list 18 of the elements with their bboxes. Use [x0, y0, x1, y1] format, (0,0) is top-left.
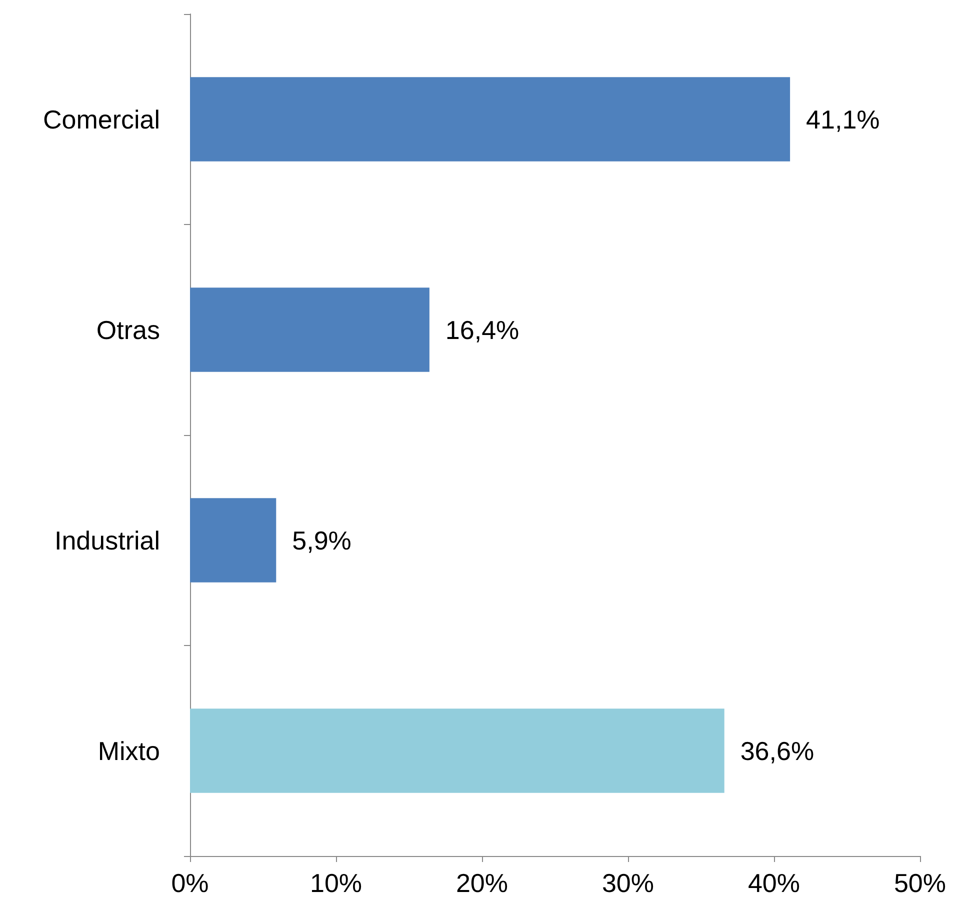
x-tick-label: 30% [602, 868, 654, 898]
data-label: 41,1% [806, 104, 880, 134]
x-tick-label: 10% [310, 868, 362, 898]
bar [190, 288, 430, 372]
x-tick-label: 40% [748, 868, 800, 898]
y-tick-label: Otras [96, 314, 160, 345]
y-tick-label: Comercial [42, 104, 160, 134]
x-tick-label: 50% [894, 868, 946, 898]
bar [190, 498, 276, 582]
x-tick-label: 0% [171, 868, 209, 898]
x-tick-label: 20% [456, 868, 508, 898]
y-tick-label: Industrial [54, 525, 160, 556]
bar [190, 708, 724, 793]
bar [190, 77, 790, 162]
data-label: 5,9% [292, 525, 352, 556]
y-tick-label: Mixto [98, 736, 160, 766]
data-label: 36,6% [740, 736, 814, 766]
data-label: 16,4% [445, 314, 520, 345]
